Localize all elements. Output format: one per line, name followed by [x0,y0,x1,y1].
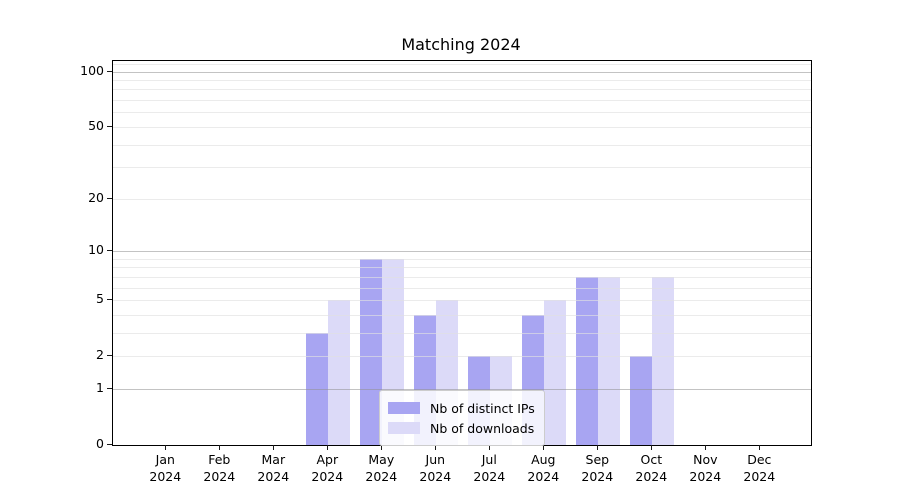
bar-oct-downloads [652,276,675,445]
y-tick-mark [107,70,112,72]
x-tick-label: Sep 2024 [581,452,614,484]
gridline-minor [113,63,811,65]
x-tick-mark [219,445,221,450]
gridline-minor [113,332,811,334]
x-tick-mark [597,445,599,450]
gridline-minor [113,100,811,101]
x-tick-mark [327,445,329,450]
gridline-minor [113,314,811,316]
y-tick-mark [107,197,112,199]
x-tick-mark [273,445,275,450]
bar-sep-downloads [598,276,621,445]
x-tick-mark [165,445,167,450]
y-tick-mark [107,299,112,300]
gridline-minor [113,89,811,91]
gridline-minor [113,356,811,358]
y-tick-label: 0 [96,436,104,451]
gridline-major [113,71,811,73]
y-tick-label: 2 [96,347,104,363]
y-tick-label: 100 [80,62,104,78]
legend-row: Nb of distinct IPs [388,398,535,418]
y-tick-mark [107,249,112,251]
y-tick-mark [107,387,112,389]
legend-swatch-distinct-ips [388,402,420,414]
gridline-minor [113,258,811,260]
x-tick-label: Apr 2024 [311,452,344,484]
y-tick-label: 20 [88,189,104,205]
bar-may-distinct-ips [360,258,383,445]
y-tick-mark [107,444,112,445]
x-tick-label: Nov 2024 [689,452,722,484]
gridline-major [113,250,811,252]
legend: Nb of distinct IPs Nb of downloads [379,390,545,446]
grid-layer [113,61,811,445]
chart-title: Matching 2024 [401,35,521,54]
x-tick-mark [435,445,437,450]
legend-row: Nb of downloads [388,418,535,438]
bar-aug-downloads [544,300,567,445]
gridline-minor [113,144,811,146]
y-tick-label: 1 [96,379,104,395]
x-tick-label: Jun 2024 [419,452,452,484]
gridline-minor [113,300,811,301]
x-tick-label: Aug 2024 [527,452,560,484]
y-tick-label: 10 [88,241,104,257]
x-tick-label: Jul 2024 [473,452,506,484]
gridline-minor [113,126,811,128]
gridline-minor [113,276,811,278]
x-tick-mark [381,445,383,450]
x-tick-label: Dec 2024 [743,452,776,484]
gridline-minor [113,287,811,289]
legend-label: Nb of downloads [430,420,535,436]
gridline-minor [113,112,811,114]
legend-swatch-downloads [388,422,420,434]
x-tick-mark [759,445,761,450]
x-tick-label: Jan 2024 [149,452,182,484]
plot-area: Nb of distinct IPs Nb of downloads [112,60,812,446]
x-tick-mark [543,445,545,450]
gridline-minor [113,167,811,169]
bar-apr-downloads [328,300,351,445]
bar-sep-distinct-ips [576,276,599,445]
x-tick-label: Feb 2024 [203,452,236,484]
y-tick-label: 5 [96,291,104,306]
x-tick-mark [489,445,491,450]
gridline-minor [113,267,811,269]
x-tick-label: Mar 2024 [257,452,290,484]
x-tick-mark [705,445,707,450]
legend-label: Nb of distinct IPs [430,400,535,416]
gridline-minor [113,79,811,81]
bar-oct-distinct-ips [630,356,653,445]
gridline-minor [113,198,811,200]
x-tick-mark [651,445,653,450]
x-tick-label: May 2024 [365,452,398,484]
gridline-major [113,388,811,390]
x-tick-label: Oct 2024 [635,452,668,484]
y-tick-label: 50 [88,117,104,133]
y-tick-mark [107,125,112,127]
y-tick-mark [107,355,112,357]
